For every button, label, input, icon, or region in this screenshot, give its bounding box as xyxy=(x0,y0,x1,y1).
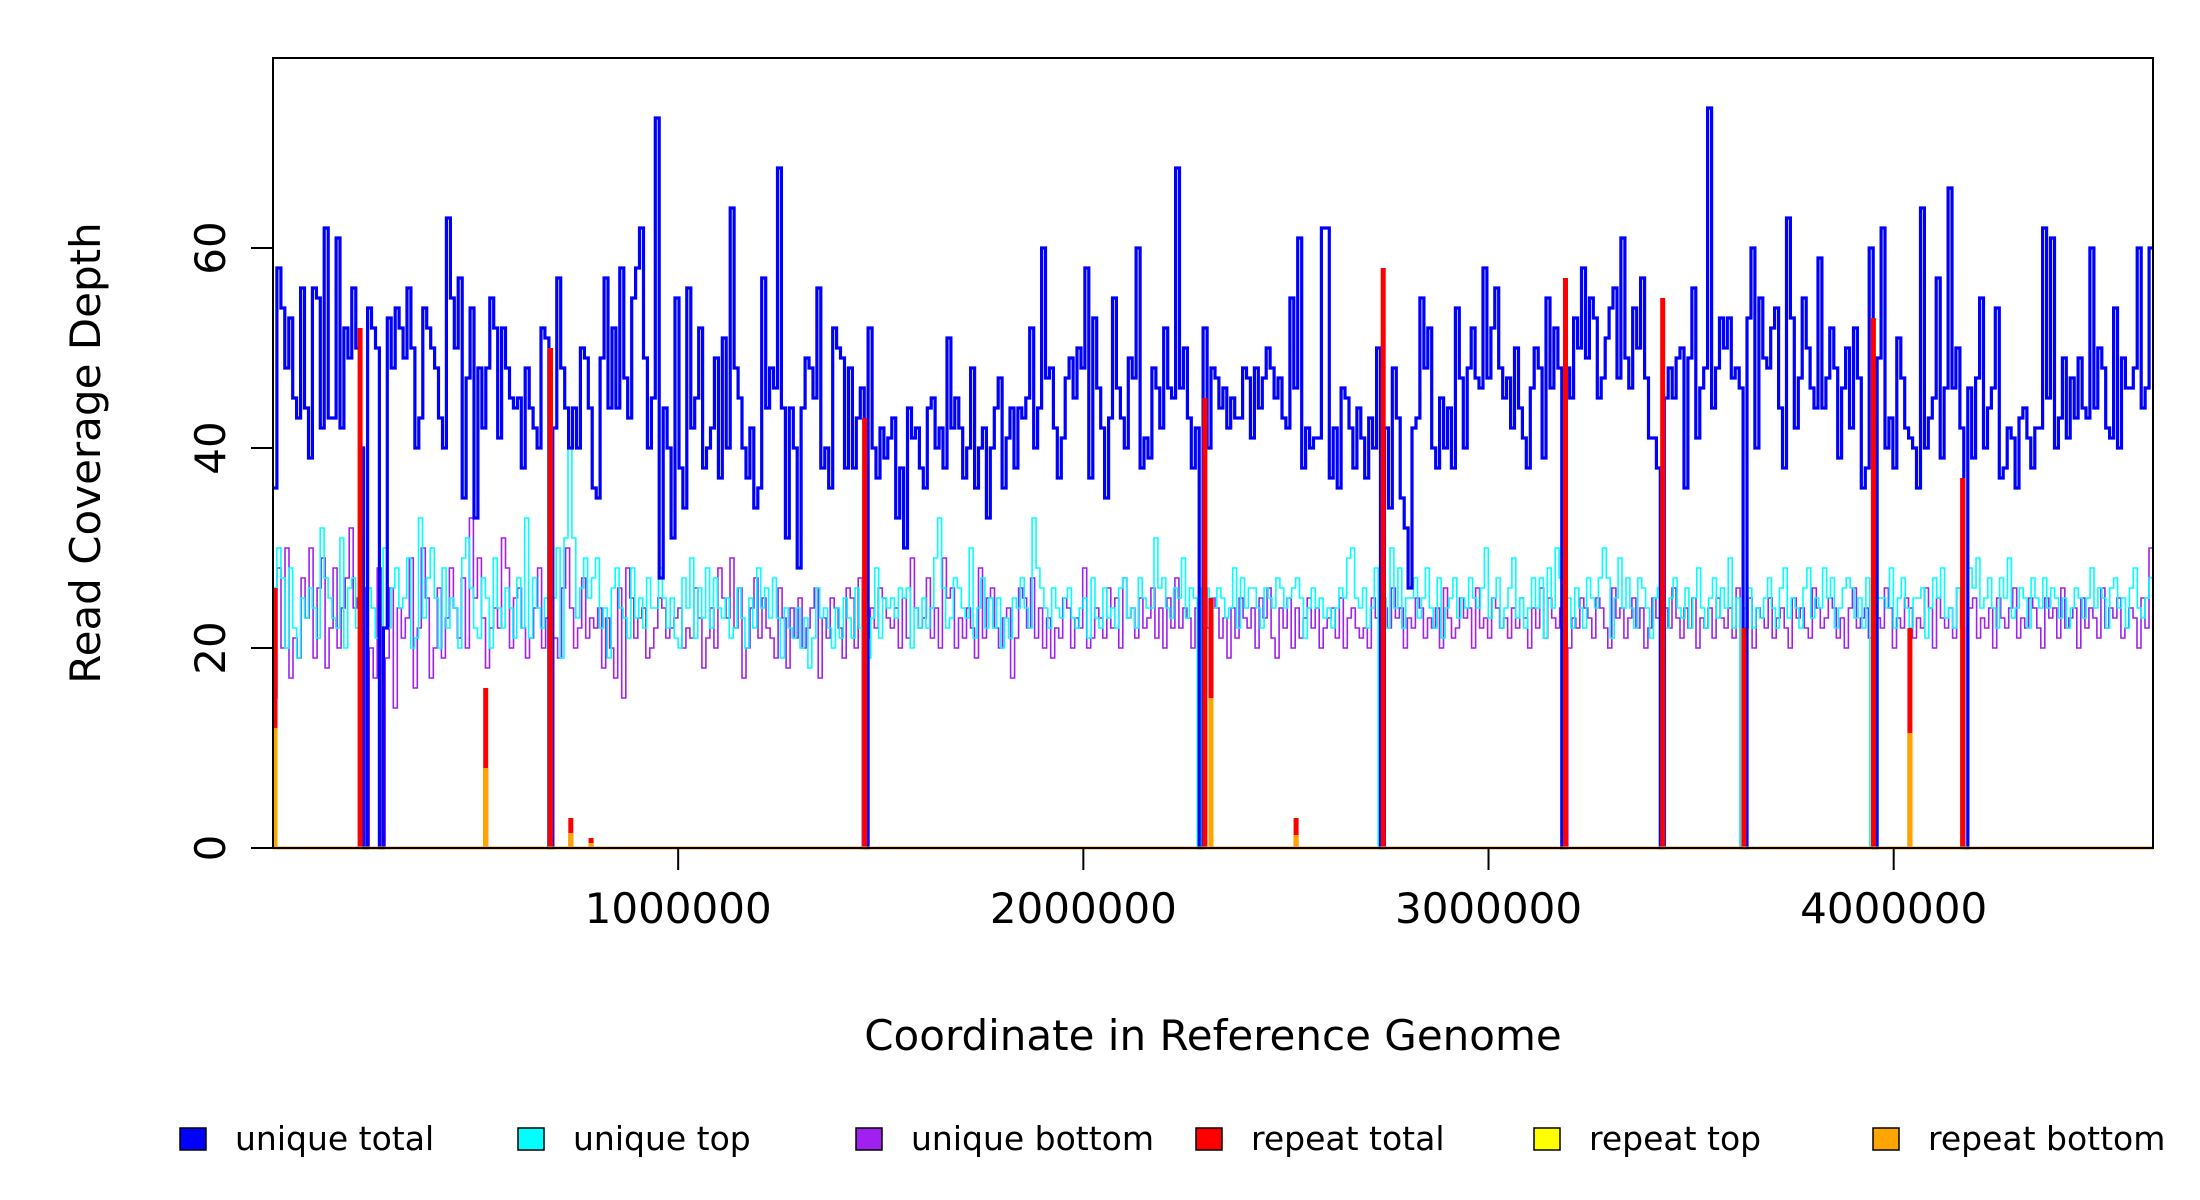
legend-swatch-unique-bottom xyxy=(855,1127,883,1151)
y-axis-label: Read Coverage Depth xyxy=(61,222,110,683)
legend-swatch-repeat-total xyxy=(1195,1127,1223,1151)
legend-label-repeat-top: repeat top xyxy=(1589,1119,1761,1158)
y-tick-label: 20 xyxy=(186,621,235,674)
x-tick-label: 2000000 xyxy=(990,884,1177,933)
spike-layer xyxy=(272,268,2153,850)
legend-swatch-repeat-top xyxy=(1533,1127,1561,1151)
legend-label-unique-top: unique top xyxy=(573,1119,751,1158)
x-axis: 1000000 2000000 3000000 4000000 xyxy=(585,847,1987,933)
legend: unique total unique top unique bottom repea… xyxy=(179,1119,2165,1158)
legend-swatch-unique-total xyxy=(179,1127,207,1151)
legend-label-repeat-bottom: repeat bottom xyxy=(1928,1119,2165,1158)
legend-swatch-unique-top xyxy=(517,1127,545,1151)
x-tick-label: 1000000 xyxy=(585,884,772,933)
legend-label-repeat-total: repeat total xyxy=(1251,1119,1445,1158)
legend-label-unique-bottom: unique bottom xyxy=(911,1119,1154,1158)
x-tick-label: 4000000 xyxy=(1800,884,1987,933)
x-tick-label: 3000000 xyxy=(1395,884,1582,933)
legend-label-unique-total: unique total xyxy=(235,1119,434,1158)
y-tick-label: 0 xyxy=(186,835,235,862)
y-tick-label: 40 xyxy=(186,421,235,474)
y-tick-label: 60 xyxy=(186,221,235,274)
y-axis: 0 20 40 60 xyxy=(186,221,274,862)
x-axis-label: Coordinate in Reference Genome xyxy=(864,1011,1562,1060)
legend-swatch-repeat-bottom xyxy=(1872,1127,1900,1151)
